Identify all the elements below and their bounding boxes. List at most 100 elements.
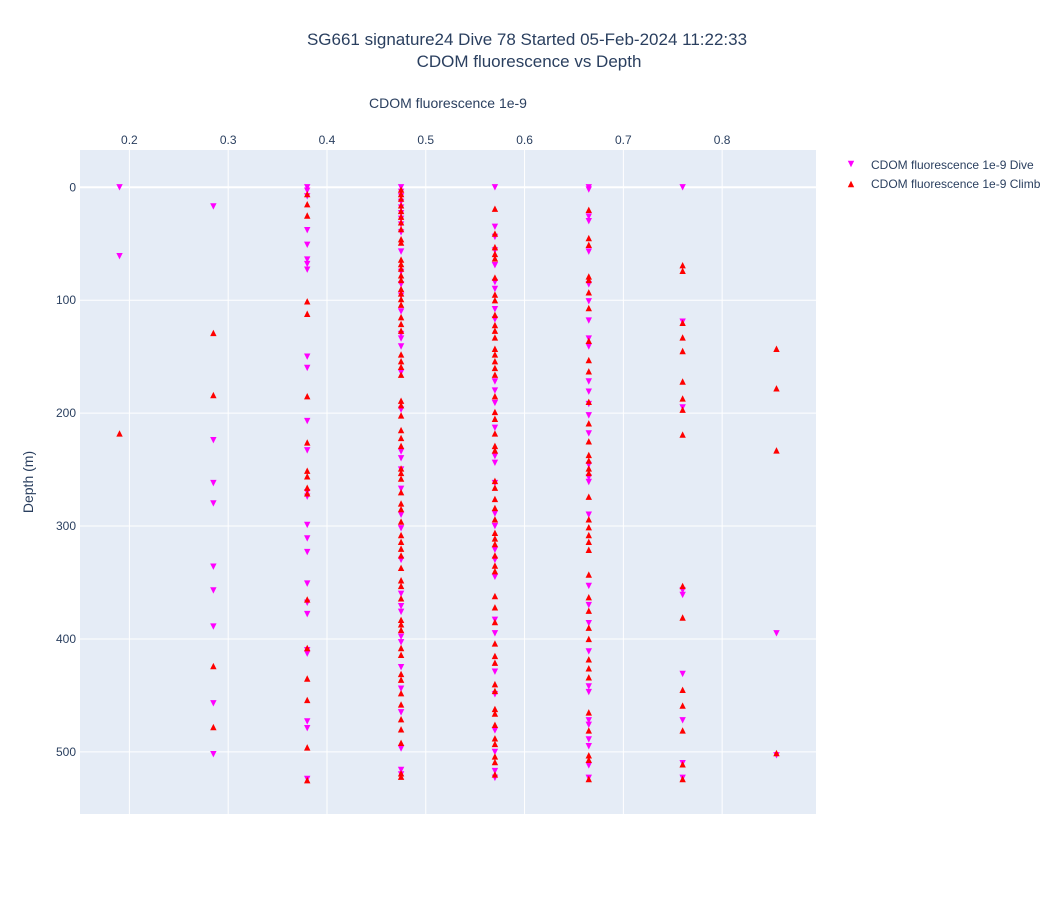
dive-point (397, 709, 405, 716)
y-tick-label: 300 (56, 519, 76, 533)
climb-point (585, 273, 592, 280)
climb-point (397, 621, 405, 628)
climb-point (585, 593, 592, 601)
dive-point (210, 437, 217, 444)
climb-point (491, 484, 499, 491)
climb-point (491, 504, 499, 512)
climb-point (585, 607, 592, 614)
climb-point (397, 670, 405, 678)
climb-point (491, 357, 499, 365)
climb-point (491, 562, 499, 569)
dive-point (397, 335, 405, 342)
legend-marker-dive (847, 160, 855, 168)
climb-point (585, 206, 592, 214)
dive-point (210, 203, 217, 210)
climb-point (397, 545, 405, 552)
dive-point (491, 727, 499, 734)
climb-point (397, 531, 405, 539)
climb-point (210, 723, 217, 731)
dive-point (585, 378, 592, 385)
dive-point (304, 187, 311, 194)
climb-point (585, 665, 592, 672)
climb-point (491, 408, 499, 416)
x-tick-label: 0.6 (516, 133, 533, 147)
dive-point (304, 535, 311, 542)
climb-point (491, 230, 499, 237)
climb-point (397, 616, 405, 623)
climb-point (491, 296, 499, 304)
dive-point (304, 650, 311, 657)
x-axis-ticks: 0.2 0.3 0.4 0.5 0.6 0.7 0.8 (121, 133, 731, 147)
dive-point (585, 511, 592, 518)
dive-point (585, 601, 592, 609)
climb-point (585, 516, 592, 523)
dive-point (397, 590, 405, 597)
dive-point (304, 610, 311, 618)
x-tick-label: 0.4 (319, 133, 336, 147)
legend[interactable]: CDOM fluorescence 1e-9 Dive CDOM fluores… (847, 158, 1041, 191)
climb-point (397, 202, 405, 209)
dive-point (397, 685, 405, 692)
climb-point (304, 776, 311, 784)
dive-point (585, 762, 592, 769)
climb-point (397, 475, 405, 482)
dive-point (585, 388, 592, 395)
climb-point (397, 518, 405, 525)
climb-point (397, 538, 405, 546)
climb-point (397, 219, 405, 226)
climb-point (491, 205, 499, 212)
climb-point (679, 395, 686, 402)
climb-point (491, 618, 499, 626)
climb-point (397, 564, 405, 572)
climb-point (397, 434, 405, 442)
climb-point (491, 447, 499, 454)
climb-point (304, 484, 311, 491)
dive-point (491, 546, 499, 553)
climb-point (585, 465, 592, 472)
y-tick-label: 200 (56, 406, 76, 420)
climb-point (304, 392, 311, 400)
climb-point (304, 644, 311, 652)
dive-point (397, 766, 405, 774)
climb-point (397, 552, 405, 559)
climb-point (397, 469, 405, 477)
dive-point (491, 261, 499, 269)
climb-point (491, 321, 499, 329)
climb-point (397, 689, 405, 697)
plot-area[interactable] (80, 150, 816, 814)
y-tick-label: 0 (69, 180, 76, 194)
climb-point (585, 451, 592, 459)
climb-point (679, 702, 686, 709)
dive-point (304, 580, 311, 587)
legend-item-dive[interactable]: CDOM fluorescence 1e-9 Dive (847, 158, 1034, 172)
climb-point (491, 364, 499, 372)
climb-point (397, 676, 405, 683)
climb-point (491, 687, 499, 695)
x-axis-title: CDOM fluorescence 1e-9 (369, 95, 527, 111)
climb-point (397, 320, 405, 328)
dive-point (210, 500, 217, 507)
climb-point (585, 709, 592, 716)
dive-point (491, 285, 499, 293)
climb-point (585, 304, 592, 312)
dive-point (397, 639, 405, 646)
climb-point (491, 327, 499, 334)
climb-point (397, 371, 405, 378)
climb-point (304, 212, 311, 219)
dive-point (397, 663, 405, 671)
climb-point (491, 442, 499, 450)
dive-point (585, 743, 592, 750)
dive-point (679, 717, 686, 724)
climb-point (585, 775, 592, 783)
dive-point (397, 455, 405, 462)
dive-point (397, 525, 405, 532)
climb-point (679, 378, 686, 385)
dive-point (210, 563, 217, 570)
dive-point (304, 548, 311, 556)
climb-point (491, 255, 499, 262)
climb-point (491, 659, 499, 666)
legend-item-climb[interactable]: CDOM fluorescence 1e-9 Climb (847, 177, 1041, 191)
climb-point (210, 391, 217, 399)
climb-point (491, 430, 499, 437)
series-climb (116, 186, 780, 784)
